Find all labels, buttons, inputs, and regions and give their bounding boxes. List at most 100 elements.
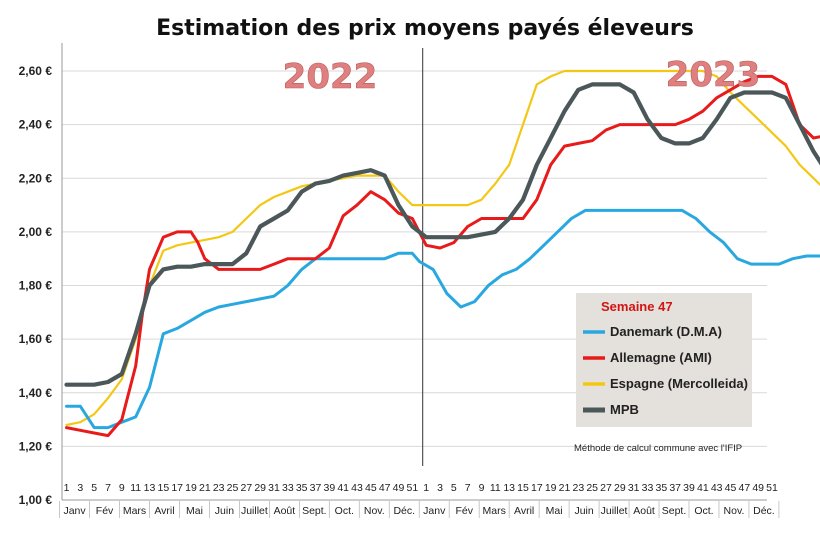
series-line-4: [64, 82, 820, 387]
month-label: Janv: [63, 505, 86, 517]
x-tick-label: 21: [559, 482, 571, 494]
month-label: Mai: [546, 505, 563, 517]
x-tick-label: 13: [144, 482, 156, 494]
series-layer: [64, 69, 820, 438]
month-label: Mars: [483, 505, 506, 517]
x-tick-label: 7: [105, 482, 111, 494]
month-label: Déc.: [393, 505, 415, 517]
year-label-2023: 2023: [666, 55, 761, 95]
month-label: Mars: [123, 505, 146, 517]
legend-title: Semaine 47: [601, 299, 673, 314]
x-tick-label: 45: [365, 482, 377, 494]
month-label: Nov.: [364, 505, 385, 517]
x-tick-label: 29: [614, 482, 626, 494]
x-tick-label: 47: [379, 482, 391, 494]
x-tick-label: 33: [642, 482, 654, 494]
month-label: Avril: [154, 505, 174, 517]
x-tick-label: 39: [323, 482, 335, 494]
x-tick-label: 11: [490, 482, 501, 494]
year-label-2022: 2022: [283, 57, 378, 97]
x-tick-label: 15: [157, 482, 169, 494]
x-tick-label: 33: [282, 482, 294, 494]
x-tick-label: 25: [586, 482, 598, 494]
x-tick-label: 43: [351, 482, 363, 494]
x-tick-label: 49: [393, 482, 405, 494]
x-tick-label: 13: [503, 482, 515, 494]
x-tick-label: 41: [697, 482, 709, 494]
x-tick-label: 29: [254, 482, 266, 494]
x-tick-label: 5: [91, 482, 97, 494]
x-tick-label: 23: [572, 482, 584, 494]
x-tick-label: 35: [296, 482, 308, 494]
x-tick-label: 1: [423, 482, 429, 494]
x-tick-label: 17: [171, 482, 183, 494]
series-line-1: [65, 208, 820, 430]
y-tick-label: 1,60 €: [19, 332, 53, 346]
x-tick-label: 25: [227, 482, 239, 494]
x-tick-label: 11: [130, 482, 141, 494]
x-tick-label: 3: [77, 482, 83, 494]
x-tick-label: 9: [119, 482, 125, 494]
y-tick-label: 2,00 €: [19, 225, 53, 239]
chart-title: Estimation des prix moyens payés éleveur…: [156, 16, 694, 41]
legend-entry: Danemark (D.M.A): [610, 324, 722, 339]
month-label: Sept.: [302, 505, 327, 517]
x-tick-label: 3: [437, 482, 443, 494]
x-tick-label: 41: [337, 482, 349, 494]
x-tick-label: 7: [465, 482, 471, 494]
month-label: Août: [633, 505, 655, 517]
month-label: Juillet: [241, 505, 268, 517]
x-tick-label: 19: [185, 482, 197, 494]
x-tick-label: 5: [451, 482, 457, 494]
month-label: Oct.: [335, 505, 354, 517]
x-tick-label: 49: [752, 482, 764, 494]
x-tick-label: 45: [725, 482, 737, 494]
y-tick-label: 1,80 €: [19, 279, 53, 293]
month-label: Nov.: [724, 505, 745, 517]
x-tick-label: 43: [711, 482, 723, 494]
month-label: Juin: [574, 505, 593, 517]
axes: 1,00 € 1,20 € 1,40 € 1,60 € 1,80 € 2,00 € 2,20…: [19, 43, 780, 518]
month-label: Sept.: [662, 505, 687, 517]
x-tick-label: 31: [628, 482, 640, 494]
method-note: Méthode de calcul commune avec l'IFIP: [574, 443, 742, 454]
x-tick-label: 31: [268, 482, 280, 494]
month-label: Janv: [423, 505, 446, 517]
legend-background: [576, 293, 752, 427]
x-tick-label: 21: [199, 482, 211, 494]
x-tick-label: 51: [406, 482, 418, 494]
y-tick-label: 1,20 €: [19, 439, 53, 453]
x-tick-label: 1: [64, 482, 70, 494]
legend-entry: MPB: [610, 402, 639, 417]
y-tick-label: 2,40 €: [19, 118, 53, 132]
x-tick-label: 35: [655, 482, 667, 494]
month-label: Avril: [514, 505, 534, 517]
month-label: Fév: [455, 505, 473, 517]
month-label: Mai: [186, 505, 203, 517]
month-label: Déc.: [753, 505, 775, 517]
legend: Semaine 47 Danemark (D.M.A) Allemagne (AM…: [576, 293, 752, 427]
legend-entry: Espagne (Mercolleida): [610, 376, 748, 391]
x-tick-label: 39: [683, 482, 695, 494]
x-tick-label: 47: [738, 482, 750, 494]
y-tick-label: 1,40 €: [19, 386, 53, 400]
month-label: Oct.: [694, 505, 713, 517]
series-line-2: [65, 74, 820, 438]
month-label: Fév: [96, 505, 114, 517]
x-tick-label: 37: [310, 482, 322, 494]
y-tick-label: 1,00 €: [19, 493, 53, 507]
y-tick-label: 2,20 €: [19, 171, 53, 185]
x-tick-label: 19: [545, 482, 557, 494]
x-tick-label: 27: [240, 482, 252, 494]
legend-entry: Allemagne (AMI): [610, 350, 712, 365]
x-tick-label: 9: [479, 482, 485, 494]
x-tick-label: 37: [669, 482, 681, 494]
x-tick-label: 23: [213, 482, 225, 494]
month-label: Juin: [215, 505, 234, 517]
month-label: Août: [274, 505, 296, 517]
x-tick-label: 15: [517, 482, 529, 494]
x-tick-label: 17: [531, 482, 543, 494]
x-tick-label: 51: [766, 482, 778, 494]
month-label: Juillet: [601, 505, 628, 517]
